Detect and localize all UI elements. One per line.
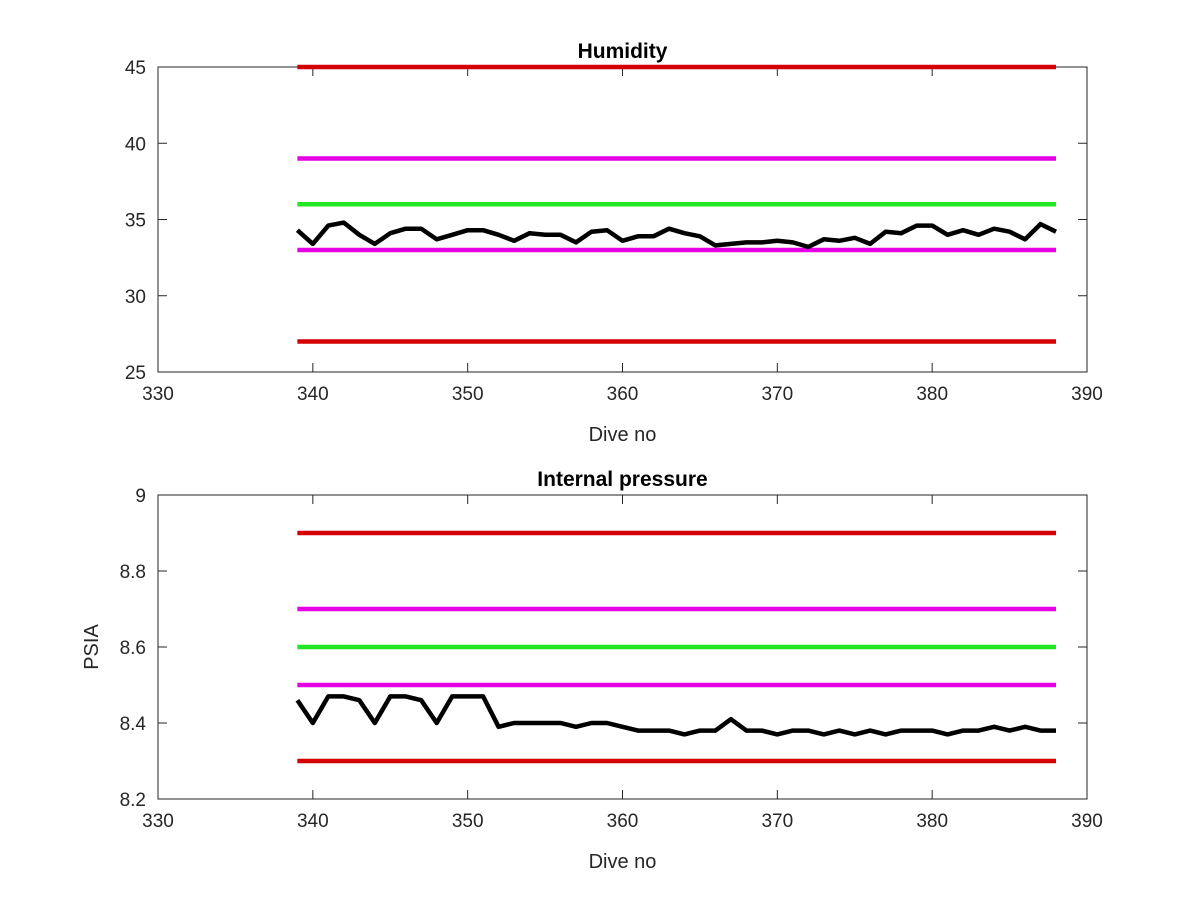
chart1-x-tick-label: 330 (142, 384, 174, 405)
chart2-x-tick-label: 390 (1071, 811, 1103, 832)
chart1-y-tick-label: 30 (125, 287, 146, 308)
chart1-y-tick-label: 40 (125, 134, 146, 155)
chart2-x-tick-label: 360 (607, 811, 639, 832)
chart2-data-line (295, 694, 1056, 737)
chart1-y-tick-label: 35 (125, 211, 146, 232)
chart2-x-axis-label: Dive no (589, 851, 657, 873)
chart2-y-tick-label: 8.2 (120, 790, 146, 811)
chart2-x-tick-label: 380 (916, 811, 948, 832)
chart2-x-tick-label: 340 (297, 811, 329, 832)
chart1-title: Humidity (578, 40, 668, 63)
internal-pressure-chart: 330 340 350 360 370 380 390 8.2 8.4 8.6 8.8 9 Intern… (81, 468, 1103, 873)
chart1-y-tick-label: 45 (125, 58, 146, 79)
chart2-y-tick-label: 8.6 (120, 638, 146, 659)
chart2-x-tick-label: 350 (452, 811, 484, 832)
chart1-x-tick-label: 390 (1071, 384, 1103, 405)
chart1-y-tick-label: 25 (125, 363, 146, 384)
chart2-x-tick-label: 370 (761, 811, 793, 832)
chart2-y-tick-label: 8.8 (120, 562, 146, 583)
humidity-chart: 330 340 350 360 370 380 390 25 30 35 40 45 Humidity D… (125, 40, 1103, 446)
chart1-x-tick-label: 370 (761, 384, 793, 405)
chart1-axes-box (157, 66, 1088, 373)
chart2-y-axis-label: PSIA (81, 624, 103, 670)
chart2-title: Internal pressure (537, 468, 707, 491)
chart1-x-axis-label: Dive no (589, 424, 657, 446)
chart2-y-tick-label: 8.4 (120, 714, 147, 735)
chart1-x-tick-label: 380 (916, 384, 948, 405)
chart1-x-tick-label: 350 (452, 384, 484, 405)
chart1-x-tick-label: 360 (607, 384, 639, 405)
chart2-x-tick-label: 330 (142, 811, 174, 832)
chart2-y-tick-label: 9 (135, 486, 146, 507)
chart1-data-line (295, 220, 1057, 250)
chart1-x-tick-label: 340 (297, 384, 329, 405)
